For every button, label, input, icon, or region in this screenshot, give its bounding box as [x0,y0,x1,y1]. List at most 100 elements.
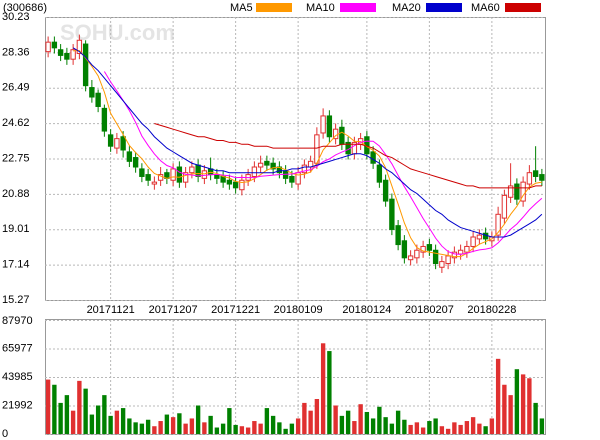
volume-bar [208,415,213,434]
candle-body [407,255,414,261]
candle-body [101,107,108,132]
y-tick-label: 43985 [2,371,33,383]
volume-bar [464,421,470,434]
candle-body [126,151,133,162]
volume-bar [477,423,482,434]
volume-bar [539,418,545,434]
volume-bar [220,423,226,434]
volume-bar [445,428,451,434]
volume-bar [164,414,170,434]
y-tick-label: 19.01 [2,223,30,235]
y-tick-label: 17.14 [2,259,30,271]
candle-body [132,157,139,168]
candle-body [226,179,233,185]
candle-body [445,255,451,264]
volume-bar [289,423,295,434]
candle-body [182,172,189,183]
x-tick-label: 20171121 [87,304,135,316]
volume-bar [427,421,432,434]
volume-bar [77,380,82,434]
volume-bar [52,384,57,434]
candle-body [376,164,383,183]
candle-body [57,49,64,56]
volume-bar [514,369,520,434]
candle-body [370,151,376,164]
volume-bar [239,426,245,434]
volume-bar [183,423,188,434]
y-tick-label: 87970 [2,315,33,327]
ma-line [72,47,543,238]
y-tick-label: 65977 [2,342,33,354]
volume-bar [83,388,88,434]
candle-body [107,134,114,147]
volume-bar [395,410,401,434]
volume-bar [364,411,370,434]
volume-bar [389,423,395,434]
x-tick-label: 20180124 [342,304,391,316]
y-tick-label: 30.23 [2,11,30,23]
volume-bar [152,426,157,434]
candle-body [451,251,458,259]
candle-body [95,92,101,107]
candle-body [257,162,264,168]
candle-body [289,175,295,183]
legend-swatch [426,3,462,12]
candle-body [232,181,239,189]
volume-bar [270,415,276,434]
legend-label: MA60 [471,2,500,14]
volume-bar [320,343,326,434]
candle-body [464,245,470,253]
candle-body [501,194,508,219]
y-tick-label: 24.62 [2,117,30,129]
y-tick-label: 20.88 [2,188,30,200]
candle-body [507,185,514,198]
volume-bar [70,410,76,434]
volume-bar [408,424,413,434]
y-tick-label: 26.49 [2,82,30,94]
candle-body [214,174,220,179]
legend-label: MA10 [306,2,335,14]
candle-body [195,164,201,177]
volume-bar [502,384,507,434]
candle-body [476,234,483,240]
volume-bar [327,351,332,434]
volume-bar [308,410,313,434]
x-tick-label: 20171221 [211,304,260,316]
volume-bar [402,419,407,434]
candle-body [520,181,526,202]
volume-bar [439,426,445,434]
volume-bar [133,422,138,434]
candle-body [89,87,95,98]
x-tick-label: 20171207 [149,304,198,316]
candle-body [189,166,195,174]
volume-bar [333,405,338,434]
volume-bar [452,422,457,434]
candle-body [426,244,433,251]
candle-body [45,41,51,53]
y-tick-label: 15.27 [2,294,30,306]
volume-bar [170,417,176,434]
volume-bar [202,422,207,434]
volume-bar [533,402,538,434]
candle-body [320,115,326,134]
volume-bar [470,417,476,434]
volume-bar [120,408,126,434]
volume-bar [114,410,120,434]
candle-body [76,39,83,55]
y-tick-label: 22.75 [2,152,30,164]
volume-bar [139,423,145,434]
candle-body [239,179,245,191]
volume-bar [89,414,95,434]
volume-bar [495,358,501,434]
candle-body [326,115,333,138]
candle-body [120,136,126,151]
volume-bar [127,418,132,434]
volume-bar [489,418,495,434]
volume-bar [189,418,195,434]
candle-body [176,166,183,183]
volume-bar [252,421,257,434]
volume-bar [520,374,526,434]
legend-swatch [340,3,376,12]
candle-body [82,43,89,87]
